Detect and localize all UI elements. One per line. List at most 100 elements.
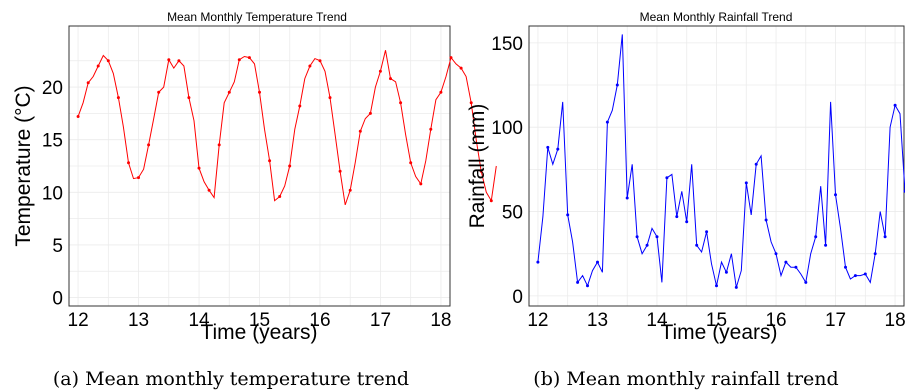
temperature-data-point (227, 90, 231, 94)
temperature-data-point (157, 90, 161, 94)
temperature-data-point (399, 101, 403, 105)
temperature-y-tick-label: 20 (42, 78, 63, 99)
rainfall-x-tick-label: 17 (825, 310, 846, 331)
temperature-data-point (137, 176, 140, 180)
temperature-x-tick-label: 17 (370, 310, 391, 331)
temperature-x-tick-label: 13 (128, 310, 149, 331)
rainfall-data-point (824, 243, 828, 247)
temperature-data-point (268, 159, 272, 163)
temperature-y-tick-labels: 0 5 10 15 20 (42, 78, 63, 310)
temperature-data-point (298, 104, 302, 108)
rainfall-data-point (774, 252, 778, 256)
temperature-gridlines (69, 26, 450, 306)
temperature-data-point (429, 127, 433, 131)
rainfall-data-point (834, 193, 837, 197)
temperature-data-point (237, 58, 241, 62)
temperature-data-point (378, 69, 382, 73)
rainfall-data-point (724, 270, 728, 274)
temperature-plot-frame (68, 25, 451, 307)
temperature-data-point (489, 199, 493, 203)
temperature-data-point (197, 166, 201, 170)
rainfall-series-points (536, 83, 905, 289)
temperature-data-point (187, 96, 191, 100)
temperature-data-point (318, 59, 322, 63)
rainfall-y-tick-labels: 0 50 100 150 (491, 34, 523, 308)
temperature-data-point (258, 90, 261, 94)
temperature-x-axis-label: Time (years) (200, 321, 317, 344)
temperature-data-point (348, 188, 352, 192)
temperature-data-point (338, 169, 342, 173)
temperature-x-tick-label: 15 (249, 310, 270, 331)
temperature-data-point (106, 59, 110, 63)
rainfall-x-axis-label: Time (years) (660, 321, 777, 344)
temperature-y-tick-label: 15 (42, 131, 63, 152)
temperature-x-tick-labels: 12 13 14 15 16 17 18 (68, 310, 452, 331)
rainfall-data-point (844, 265, 847, 269)
temperature-data-point (147, 143, 151, 147)
rainfall-chart-title: Mean Monthly Rainfall Trend (640, 10, 793, 24)
rainfall-data-point (883, 235, 887, 239)
rainfall-series-line (537, 34, 905, 288)
temperature-series-points (76, 56, 493, 203)
rainfall-data-point (794, 265, 798, 269)
rainfall-data-point (605, 120, 609, 124)
rainfall-data-point (675, 215, 679, 219)
temperature-data-point (419, 182, 423, 186)
rainfall-data-point (615, 83, 619, 87)
rainfall-data-point (764, 218, 768, 222)
temperature-data-point (308, 64, 312, 68)
rainfall-data-point (754, 162, 758, 166)
temperature-x-tick-label: 12 (68, 310, 89, 331)
temperature-series-line (77, 50, 497, 206)
rainfall-data-point (625, 196, 629, 200)
rainfall-x-tick-labels: 12 13 14 15 16 17 18 (527, 310, 905, 331)
rainfall-data-point (705, 230, 709, 234)
temperature-data-point (177, 59, 181, 63)
rainfall-data-point (814, 235, 818, 239)
rainfall-caption: (b) Mean monthly rainfall trend (533, 368, 838, 390)
temperature-data-point (358, 129, 362, 133)
temperature-data-point (217, 143, 221, 147)
temperature-y-tick-label: 0 (52, 289, 63, 310)
rainfall-data-point (685, 220, 689, 224)
temperature-chart-title: Mean Monthly Temperature Trend (167, 10, 347, 24)
temperature-data-point (328, 96, 332, 100)
rainfall-plot-frame (528, 25, 905, 307)
temperature-x-tick-label: 16 (309, 310, 330, 331)
rainfall-gridlines (529, 26, 904, 306)
temperature-data-point (167, 58, 171, 62)
rainfall-data-point (873, 252, 877, 256)
rainfall-data-point (744, 181, 748, 185)
temperature-x-tick-label: 18 (430, 310, 451, 331)
rainfall-data-point (556, 147, 560, 151)
rainfall-x-tick-label: 15 (706, 310, 727, 331)
rainfall-data-point (635, 235, 639, 239)
rainfall-data-point (655, 235, 659, 239)
temperature-y-axis-label: Temperature (°C) (12, 85, 35, 246)
rainfall-data-point (645, 243, 649, 247)
rainfall-x-tick-label: 12 (527, 310, 548, 331)
temperature-data-point (449, 56, 453, 60)
temperature-y-tick-label: 10 (42, 183, 63, 204)
rainfall-y-tick-label: 50 (502, 203, 523, 224)
temperature-data-point (96, 64, 100, 68)
temperature-data-point (389, 77, 392, 81)
temperature-data-point (459, 66, 463, 70)
temperature-data-point (469, 101, 473, 105)
temperature-data-point (479, 169, 483, 173)
rainfall-data-point (863, 272, 867, 276)
rainfall-y-tick-label: 100 (491, 118, 523, 139)
rainfall-x-tick-label: 18 (885, 310, 905, 331)
rainfall-data-point (715, 284, 718, 288)
temperature-data-point (116, 96, 120, 100)
rainfall-y-tick-label: 150 (491, 34, 523, 55)
rainfall-y-tick-label: 0 (512, 287, 523, 308)
rainfall-data-point (804, 280, 808, 284)
temperature-data-point (409, 161, 413, 165)
temperature-x-tick-label: 14 (188, 310, 210, 331)
rainfall-x-tick-label: 16 (765, 310, 786, 331)
rainfall-data-point (596, 260, 599, 264)
temperature-data-point (127, 161, 130, 165)
temperature-data-point (207, 188, 211, 192)
rainfall-data-point (536, 260, 540, 264)
